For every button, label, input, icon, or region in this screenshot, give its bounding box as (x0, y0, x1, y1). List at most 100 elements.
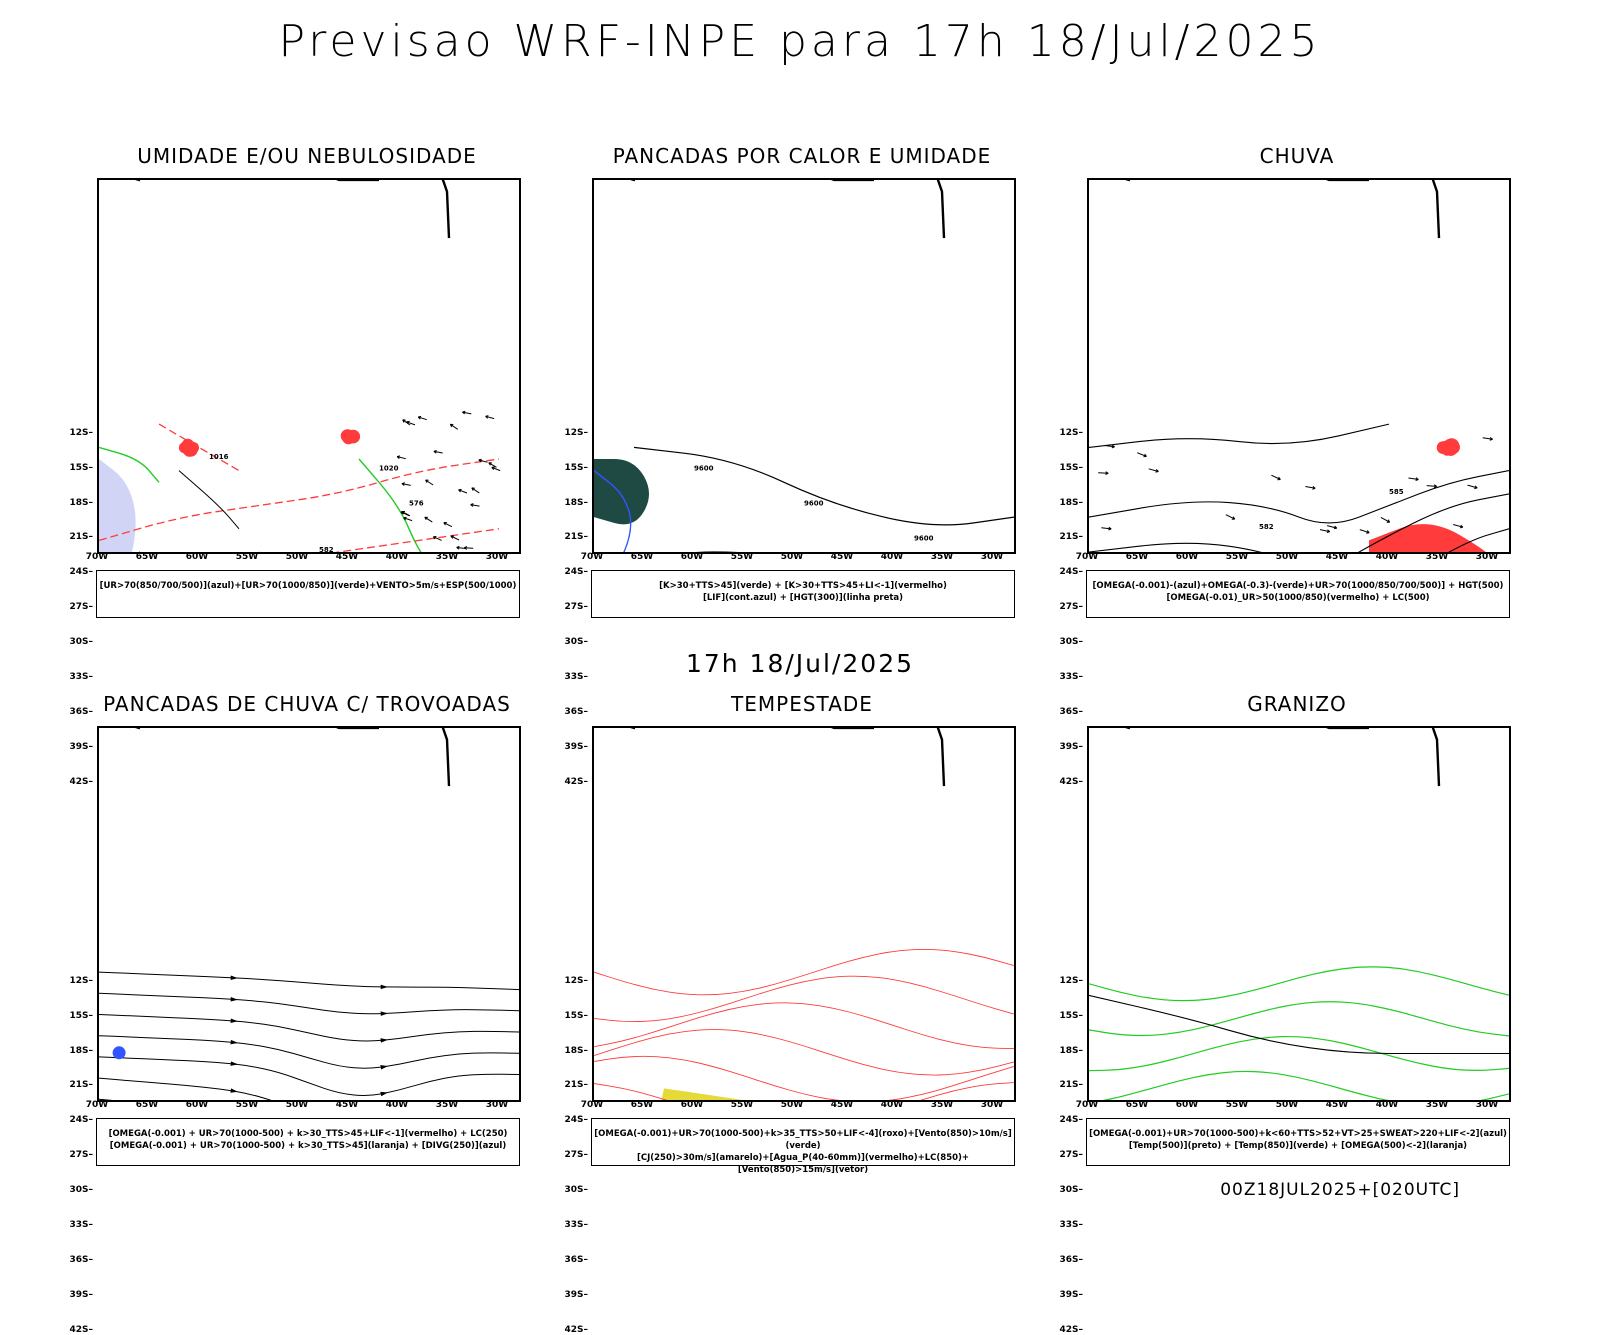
panel-title-umidade: UMIDADE E/OU NEBULOSIDADE (137, 144, 477, 168)
lon-tick-label: 40W (880, 552, 904, 562)
lat-tick-label: 24S– (69, 1115, 93, 1126)
lon-tick-label: 45W (1325, 1100, 1349, 1110)
legend-line: [OMEGA(-0.01)_UR>50(1000/850)(vermelho) … (1166, 593, 1430, 603)
lon-tick-label: 35W (930, 552, 954, 562)
lon-tick-label: 50W (1275, 552, 1299, 562)
lat-tick-label: 15S– (564, 462, 588, 473)
lat-tick-label: 27S– (564, 602, 588, 613)
lat-tick-label: 21S– (69, 1080, 93, 1091)
lat-tick-label: 18S– (564, 497, 588, 508)
legend-tempestade: [OMEGA(-0.001)+UR>70(1000-500)+k>35_TTS>… (591, 1118, 1015, 1175)
lat-tick-label: 30S– (69, 1185, 93, 1195)
lat-tick-label: 15S– (69, 462, 93, 473)
lat-tick-label: 36S– (1059, 706, 1083, 717)
panel-title-granizo: GRANIZO (1247, 692, 1347, 716)
lat-tick-label: 18S– (1059, 1045, 1083, 1056)
lat-tick-label: 42S– (69, 776, 93, 787)
lon-tick-label: 60W (185, 1100, 209, 1110)
lon-tick-label: 45W (335, 1100, 359, 1110)
lat-tick-label: 12S– (1059, 427, 1083, 438)
lat-tick-label: 27S– (1059, 1150, 1083, 1161)
lon-tick-label: 60W (680, 552, 704, 562)
lon-tick-label: 40W (1375, 552, 1399, 562)
legend-line: [K>30+TTS>45](verde) + [K>30+TTS>45+LI<-… (659, 581, 947, 591)
lon-tick-label: 70W (85, 552, 109, 562)
lat-tick-label: 42S– (69, 1324, 93, 1335)
lat-tick-label: 33S– (69, 671, 93, 682)
map-granizo: -15-18-15-15-15-15-12 (1087, 726, 1511, 1102)
lon-tick-label: 70W (580, 552, 604, 562)
lat-tick-label: 12S– (69, 427, 93, 438)
subtitle: 17h 18/Jul/2025 (685, 649, 915, 678)
lat-tick-label: 21S– (69, 532, 93, 543)
lon-tick-label: 65W (630, 1100, 654, 1110)
lat-tick-label: 15S– (1059, 462, 1083, 473)
lon-tick-label: 70W (85, 1100, 109, 1110)
lat-tick-label: 12S– (564, 975, 588, 986)
lat-tick-label: 36S– (1059, 1254, 1083, 1265)
lat-tick-label: 30S– (1059, 637, 1083, 647)
lat-tick-label: 30S– (69, 637, 93, 647)
lat-tick-label: 24S– (564, 1115, 588, 1126)
lon-tick-label: 35W (435, 1100, 459, 1110)
lat-tick-label: 39S– (69, 741, 93, 752)
umidade-contour-label: 582 (319, 546, 334, 552)
lon-tick-label: 70W (1075, 1100, 1099, 1110)
panel-title-pancadas_calor: PANCADAS POR CALOR E UMIDADE (612, 144, 992, 168)
lat-tick-label: 12S– (1059, 975, 1083, 986)
legend-line: [CJ(250)>30m/s](amarelo)+[Agua_P(40-60mm… (636, 1153, 970, 1175)
lat-tick-label: 30S– (1059, 1185, 1083, 1195)
umidade-contour-label: 1020 (379, 465, 399, 473)
lat-tick-label: 42S– (1059, 1324, 1083, 1335)
legend-pancadas_trovoadas: [OMEGA(-0.001) + UR>70(1000-500) + k>30_… (96, 1118, 520, 1166)
lon-tick-label: 60W (185, 552, 209, 562)
lon-tick-label: 50W (1275, 1100, 1299, 1110)
lon-tick-label: 60W (680, 1100, 704, 1110)
lon-tick-label: 50W (780, 552, 804, 562)
map-tempestade (592, 726, 1016, 1102)
lon-tick-label: 60W (1175, 552, 1199, 562)
lon-tick-label: 50W (285, 552, 309, 562)
lon-tick-label: 55W (235, 1100, 259, 1110)
legend-line: [OMEGA(-0.001)-(azul)+OMEGA(-0.3)-(verde… (1092, 581, 1504, 591)
lon-tick-label: 45W (830, 552, 854, 562)
pancadas_calor-contour-label: 9600 (804, 500, 824, 508)
lat-tick-label: 12S– (564, 427, 588, 438)
lon-tick-label: 70W (580, 1100, 604, 1110)
lon-tick-label: 70W (1075, 552, 1099, 562)
lon-tick-label: 60W (1175, 1100, 1199, 1110)
panel-title-tempestade: TEMPESTADE (731, 692, 873, 716)
lon-tick-label: 30W (485, 552, 509, 562)
lon-tick-label: 55W (1225, 1100, 1249, 1110)
lat-tick-label: 27S– (1059, 602, 1083, 613)
lon-tick-label: 35W (1425, 1100, 1449, 1110)
legend-line: [LIF](cont.azul) + [HGT(300)](linha pret… (702, 593, 904, 603)
lon-tick-label: 35W (1425, 552, 1449, 562)
lon-tick-label: 30W (485, 1100, 509, 1110)
lat-tick-label: 36S– (69, 1254, 93, 1265)
lat-tick-label: 24S– (69, 567, 93, 578)
legend-chuva: [OMEGA(-0.001)-(azul)+OMEGA(-0.3)-(verde… (1086, 570, 1510, 618)
lon-tick-label: 30W (1475, 1100, 1499, 1110)
lon-tick-label: 55W (1225, 552, 1249, 562)
lon-tick-label: 30W (980, 552, 1004, 562)
lon-tick-label: 50W (780, 1100, 804, 1110)
map-pancadas_trovoadas (97, 726, 521, 1102)
lat-tick-label: 30S– (564, 637, 588, 647)
lat-tick-label: 33S– (1059, 671, 1083, 682)
umidade-contour-label: 1016 (209, 453, 229, 461)
footer-run-info: 00Z18JUL2025+[020UTC] (1220, 1180, 1460, 1200)
pancadas_calor-contour-label: 9600 (914, 534, 934, 542)
lat-tick-label: 39S– (564, 1289, 588, 1300)
legend-line: [OMEGA(-0.001) + UR>70(1000-500) + k>30_… (109, 1141, 507, 1151)
panel-title-chuva: CHUVA (1259, 144, 1335, 168)
legend-line: [OMEGA(-0.001)+UR>70(1000-500)+k>35_TTS>… (594, 1129, 1012, 1151)
lat-tick-label: 18S– (69, 497, 93, 508)
lat-tick-label: 24S– (1059, 1115, 1083, 1126)
legend-line: [Temp(500)](preto) + [Temp(850)](verde) … (1128, 1141, 1468, 1151)
legend-line: [UR>70(850/700/500)](azul)+[UR>70(1000/8… (99, 581, 517, 591)
lat-tick-label: 21S– (1059, 1080, 1083, 1091)
legend-line: [OMEGA(-0.001) + UR>70(1000-500) + k>30_… (108, 1129, 508, 1139)
lon-tick-label: 45W (335, 552, 359, 562)
lat-tick-label: 12S– (69, 975, 93, 986)
